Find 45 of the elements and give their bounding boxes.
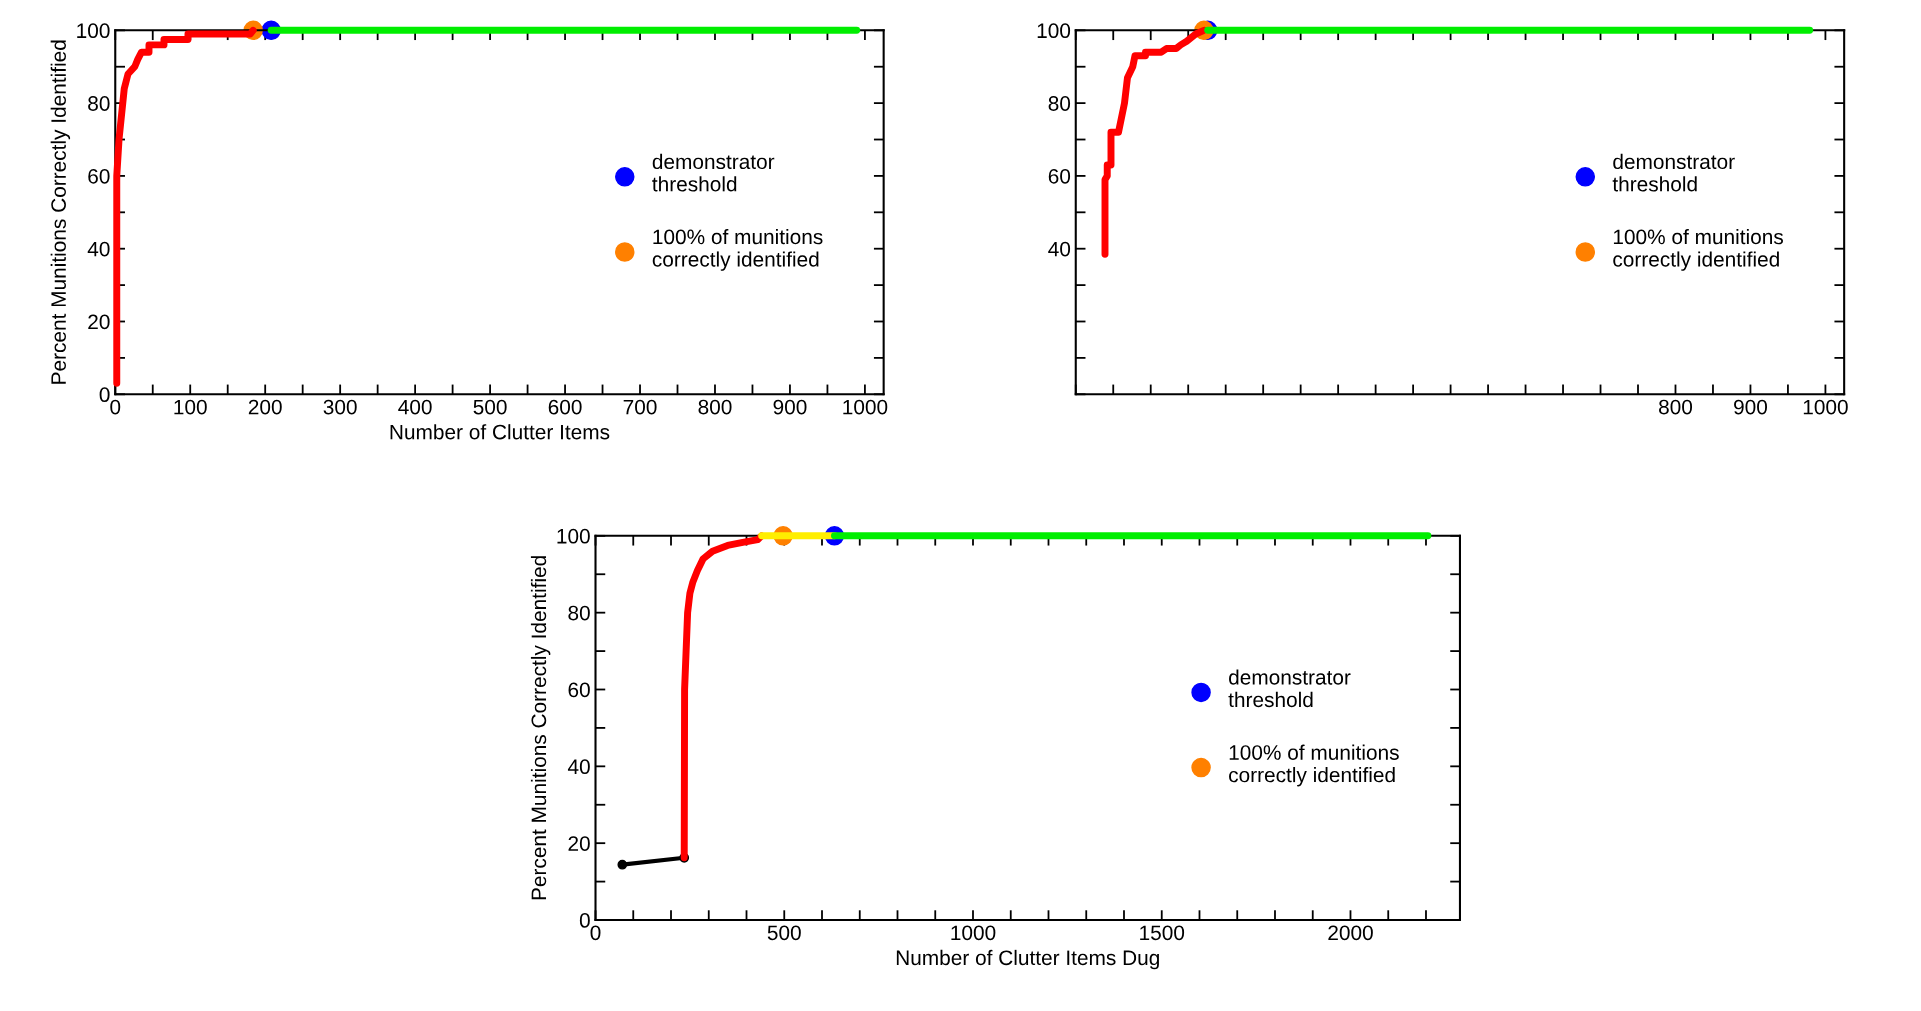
x-tick-label: 200 bbox=[248, 399, 282, 415]
x-tick-label: 1000 bbox=[843, 399, 888, 415]
y-axis-title: Percent Munitions Correctly Identified bbox=[530, 556, 551, 900]
y-tick-label: 20 bbox=[88, 314, 110, 330]
x-tick-label: 400 bbox=[398, 399, 432, 415]
x-tick-label: 300 bbox=[323, 399, 357, 415]
x-tick-label: 2000 bbox=[1328, 925, 1373, 941]
x-tick-label: 900 bbox=[1734, 399, 1768, 415]
y-tick-label: 60 bbox=[568, 682, 590, 698]
legend-label: demonstrator threshold bbox=[1612, 153, 1735, 192]
y-tick-label: 40 bbox=[567, 759, 590, 775]
legend-label: demonstrator threshold bbox=[1228, 669, 1351, 708]
y-tick-label: 100 bbox=[77, 23, 110, 39]
x-axis-title: Number of Clutter Items Dug bbox=[896, 949, 1159, 970]
x-tick-label: 0 bbox=[590, 925, 601, 941]
x-tick-label: 0 bbox=[110, 399, 121, 415]
legend-label: 100% of munitions correctly identified bbox=[1229, 744, 1399, 787]
x-tick-label: 900 bbox=[773, 399, 807, 415]
y-tick-label: 20 bbox=[568, 836, 590, 851]
x-tick-label: 1000 bbox=[1803, 399, 1848, 415]
x-tick-label: 1500 bbox=[1140, 925, 1185, 941]
legend-label: demonstrator threshold bbox=[652, 153, 775, 192]
y-tick-label: 40 bbox=[87, 241, 110, 257]
x-tick-label: 700 bbox=[623, 399, 657, 415]
x-tick-label: 800 bbox=[1659, 399, 1693, 415]
y-tick-label: 100 bbox=[1037, 23, 1071, 39]
x-tick-label: 600 bbox=[548, 399, 582, 415]
x-tick-label: 1000 bbox=[951, 925, 996, 941]
y-tick-label: 80 bbox=[1048, 96, 1071, 111]
y-tick-label: 0 bbox=[99, 387, 110, 403]
y-tick-label: 80 bbox=[568, 605, 590, 621]
y-axis-title: Percent Munitions Correctly Identified bbox=[50, 40, 71, 384]
y-tick-label: 0 bbox=[579, 913, 590, 928]
y-tick-label: 60 bbox=[88, 168, 110, 184]
x-tick-label: 500 bbox=[767, 925, 801, 941]
x-axis-title: Number of Clutter Items bbox=[390, 424, 610, 440]
legend-label: 100% of munitions correctly identified bbox=[1613, 228, 1783, 271]
x-tick-label: 100 bbox=[174, 399, 207, 415]
y-tick-label: 100 bbox=[557, 528, 590, 544]
y-tick-label: 60 bbox=[1048, 168, 1071, 184]
legend-label: 100% of munitions correctly identified bbox=[652, 228, 823, 271]
y-tick-label: 80 bbox=[88, 96, 110, 111]
x-tick-label: 800 bbox=[698, 399, 732, 415]
x-tick-label: 500 bbox=[473, 399, 507, 415]
y-tick-label: 40 bbox=[1048, 241, 1071, 257]
